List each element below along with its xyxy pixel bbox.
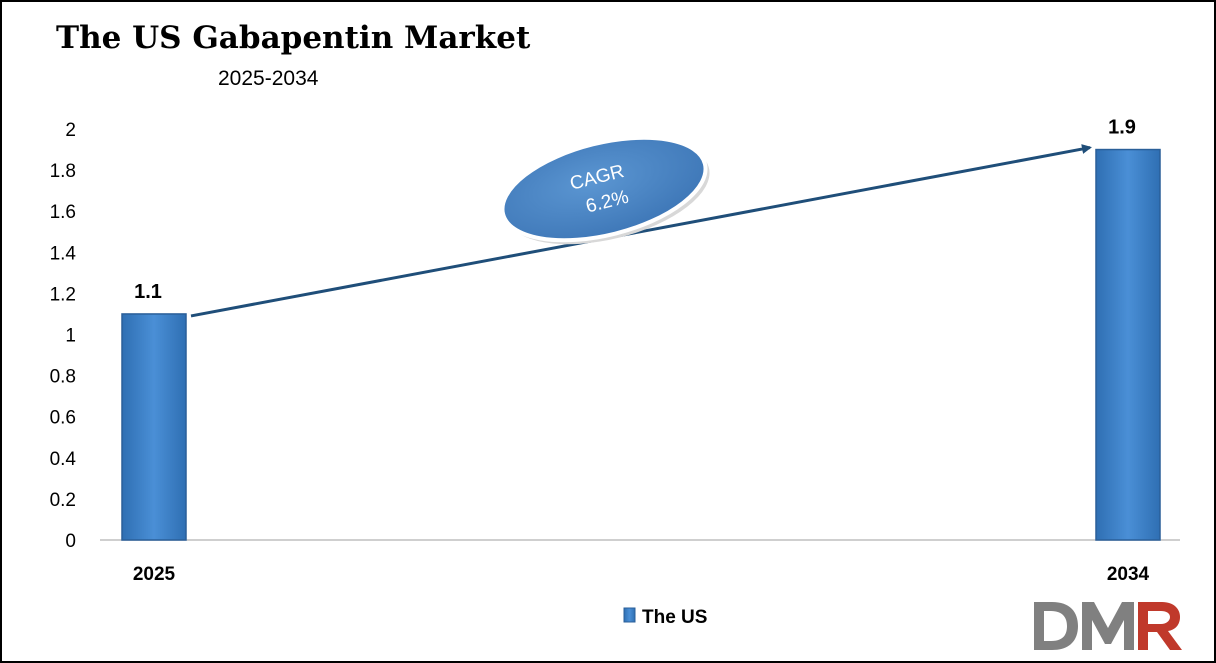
legend: The US	[623, 607, 707, 628]
chart-title: The US Gabapentin Market	[56, 20, 531, 56]
axis-layer: 0 0.2 0.4 0.6 0.8 1 1.2 1.4 1.6 1.8 2	[50, 120, 1180, 552]
y-tick-label: 0.6	[50, 408, 76, 429]
cagr-arrow	[190, 144, 1092, 318]
y-tick-label: 0.8	[50, 367, 76, 388]
dmr-logo	[1034, 602, 1182, 650]
chart-subtitle: 2025-2034	[218, 67, 319, 90]
data-label: 1.9	[1108, 117, 1136, 139]
bar-layer: 1.1 2025 1.9 2034	[121, 117, 1161, 585]
x-tick-label: 2034	[1107, 564, 1150, 585]
data-label: 1.1	[134, 281, 162, 303]
y-tick-label: 1.2	[50, 284, 76, 305]
y-tick-label: 1.6	[50, 202, 76, 223]
y-tick-label: 0.2	[50, 490, 76, 511]
y-tick-label: 1.4	[50, 243, 77, 264]
legend-swatch	[623, 607, 636, 623]
y-tick-label: 0.4	[50, 449, 77, 470]
cagr-arrow-layer	[190, 144, 1092, 318]
cagr-ellipse	[500, 135, 708, 243]
x-tick-label: 2025	[133, 564, 176, 585]
y-tick-label: 2	[65, 120, 76, 141]
cagr-badge: CAGR 6.2%	[500, 135, 710, 245]
bar-2034	[1095, 148, 1161, 541]
legend-label: The US	[642, 607, 707, 628]
y-tick-label: 1.8	[50, 161, 76, 182]
y-tick-label: 0	[65, 531, 76, 552]
bar-2025	[121, 313, 187, 541]
y-tick-label: 1	[65, 326, 76, 347]
